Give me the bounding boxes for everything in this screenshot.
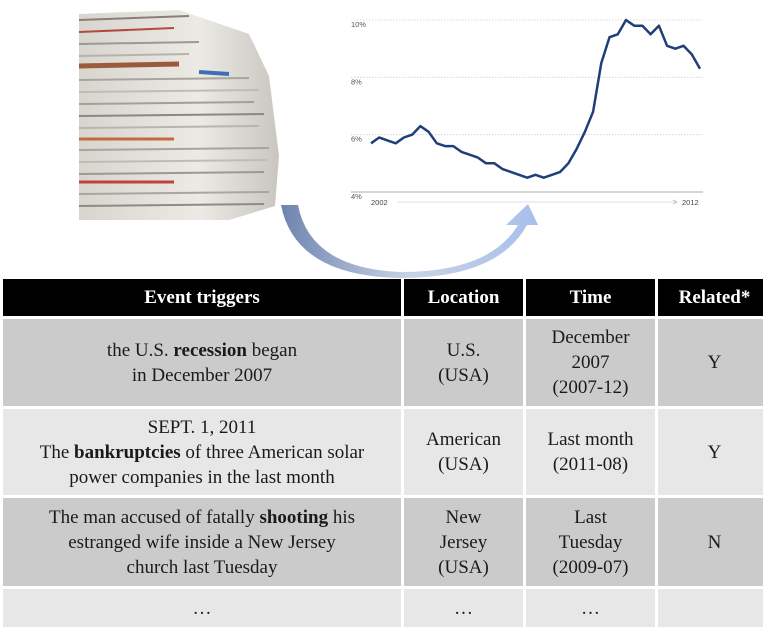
trigger-line: … [7, 596, 397, 621]
table-header-row: Event triggers Location Time Related* [3, 279, 763, 316]
cell-location-line: New [445, 506, 482, 528]
trigger-line: The bankruptcies of three American solar [7, 440, 397, 465]
y-tick-label: 10% [351, 20, 366, 29]
trigger-line: power companies in the last month [7, 465, 397, 490]
cell-time-line: Last month [547, 429, 634, 450]
unemployment-line-chart: 4% 6% 8% 10% 2002 2012 [340, 10, 710, 210]
header-related: Related* [658, 279, 763, 316]
x-tick-label: 2002 [371, 198, 388, 207]
trigger-text: in December 2007 [131, 364, 273, 386]
cell-time-line: (2007-12) [552, 377, 629, 398]
trigger-keyword: shooting [259, 506, 329, 528]
event-triggers-table: Event triggers Location Time Related* th… [0, 276, 763, 630]
y-tick-label: 6% [351, 135, 362, 144]
cell-location-line: (USA) [438, 556, 489, 578]
cell-location-line: (USA) [438, 364, 489, 386]
cell-event-trigger: SEPT. 1, 2011 The bankruptcies of three A… [3, 409, 401, 495]
cell-related: Y [658, 409, 763, 495]
cell-location-line: American [426, 429, 501, 450]
cell-time-line: December [551, 327, 630, 348]
x-tick-label: 2012 [682, 198, 699, 207]
cell-event-trigger: The man accused of fatally shooting his e… [3, 498, 401, 586]
trigger-text: estranged wife inside a New Jersey [68, 531, 336, 553]
header-event-triggers: Event triggers [3, 279, 401, 316]
cell-time-line: Tuesday [558, 531, 623, 553]
cell-location-line: U.S. [446, 339, 481, 361]
table-row: The man accused of fatally shooting his e… [3, 498, 763, 586]
header-time: Time [526, 279, 655, 316]
header-location: Location [404, 279, 523, 316]
cell-event-trigger: the U.S. recession began in December 2007 [3, 319, 401, 406]
cell-time-line: Last [574, 506, 607, 528]
cell-location-line: (USA) [438, 454, 489, 475]
y-tick-label: 8% [351, 77, 362, 86]
cell-time: Last month (2011-08) [526, 409, 655, 495]
trigger-line: estranged wife inside a New Jersey [7, 530, 397, 555]
cell-time-line: … [581, 597, 600, 619]
trigger-line: church last Tuesday [7, 555, 397, 580]
trigger-text: power companies in the last month [69, 466, 335, 488]
trigger-text: … [192, 597, 212, 619]
trigger-keyword: bankruptcies [74, 441, 181, 463]
trigger-text: of three American solar [180, 441, 365, 463]
cell-time: … [526, 589, 655, 627]
trigger-line: the U.S. recession began [7, 338, 397, 363]
newspaper-stack-image [78, 6, 283, 222]
chart-series-line [370, 18, 702, 179]
trigger-keyword: recession [173, 339, 247, 361]
trigger-text: his [328, 506, 356, 528]
cell-time: Last Tuesday (2009-07) [526, 498, 655, 586]
chart-axes: 4% 6% 8% 10% 2002 2012 [351, 20, 699, 207]
cell-location: American (USA) [404, 409, 523, 495]
cell-time-line: (2011-08) [552, 454, 629, 475]
cell-time-line: 2007 [571, 352, 610, 373]
cell-location-line: Jersey [439, 531, 488, 553]
curved-arrow-icon [270, 195, 560, 280]
table-row: SEPT. 1, 2011 The bankruptcies of three A… [3, 409, 763, 495]
trigger-text: The [39, 441, 75, 463]
cell-event-trigger: … [3, 589, 401, 627]
table-row: the U.S. recession began in December 2007… [3, 319, 763, 406]
y-tick-label: 4% [351, 192, 362, 201]
cell-time: December 2007 (2007-12) [526, 319, 655, 406]
cell-related: N [658, 498, 763, 586]
cell-location: … [404, 589, 523, 627]
trigger-text: the U.S. [106, 339, 174, 361]
cell-time-line: (2009-07) [552, 556, 629, 578]
trigger-text: The man accused of fatally [48, 506, 260, 528]
trigger-line: in December 2007 [7, 363, 397, 388]
trigger-line: The man accused of fatally shooting his [7, 505, 397, 530]
cell-location-line: … [454, 597, 473, 619]
trigger-text: began [246, 339, 298, 361]
cell-location: New Jersey (USA) [404, 498, 523, 586]
trigger-text: SEPT. 1, 2011 [147, 416, 257, 438]
chart-canvas: 4% 6% 8% 10% 2002 2012 [351, 18, 703, 207]
newspaper-icon [78, 10, 279, 220]
cell-location: U.S. (USA) [404, 319, 523, 406]
table-row: … … … [3, 589, 763, 627]
chart-gridlines [351, 19, 703, 193]
trigger-line: SEPT. 1, 2011 [7, 415, 397, 440]
cell-related [658, 589, 763, 627]
cell-related: Y [658, 319, 763, 406]
trigger-text: church last Tuesday [126, 556, 278, 578]
